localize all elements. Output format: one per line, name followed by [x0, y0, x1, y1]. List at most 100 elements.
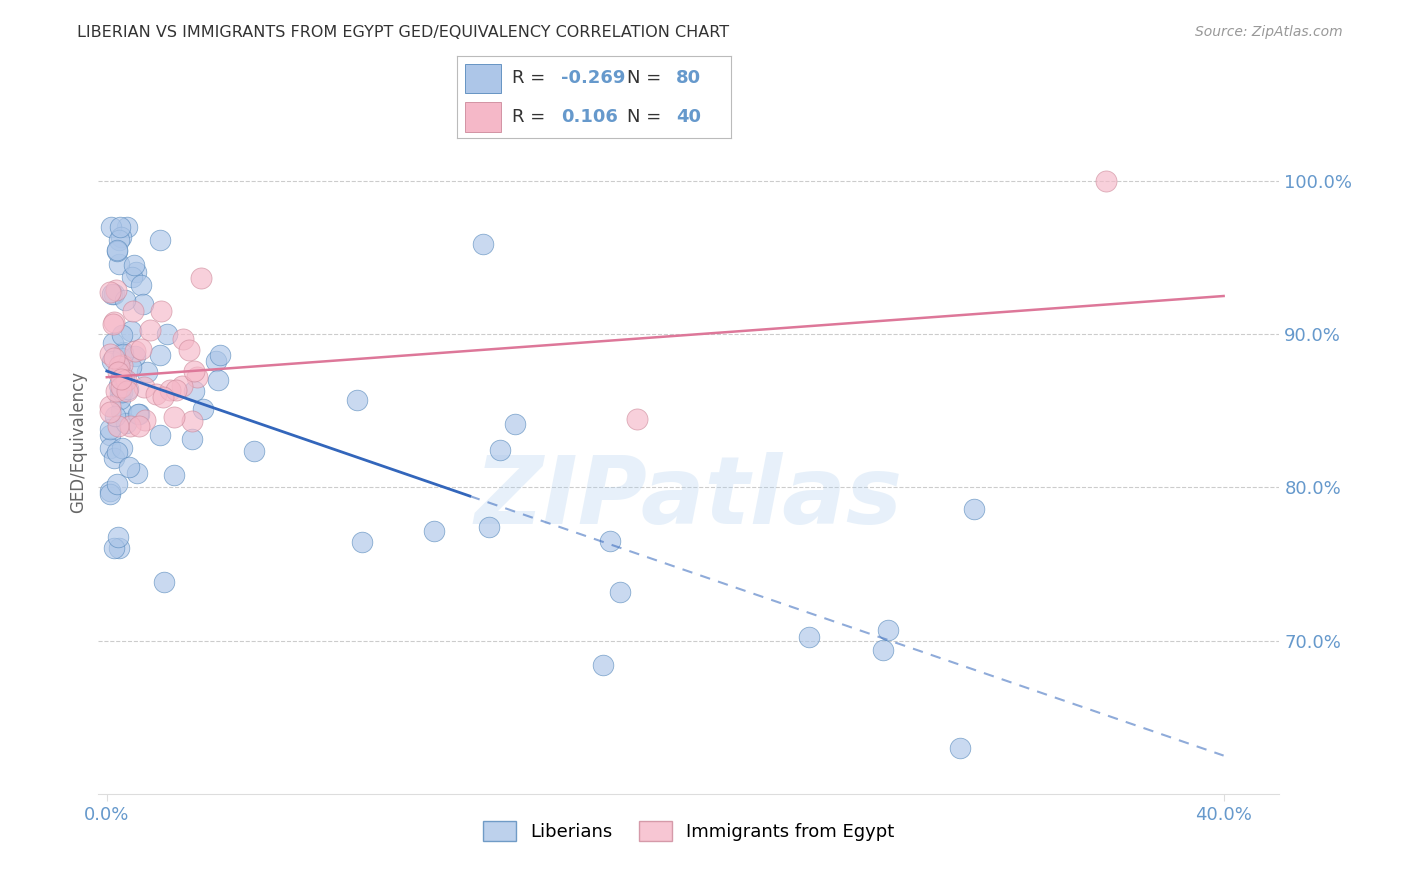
Point	[949, 740, 972, 755]
Point	[609, 585, 631, 599]
Point	[243, 443, 266, 458]
Point	[124, 349, 146, 363]
Point	[121, 359, 143, 374]
Point	[107, 234, 129, 248]
Point	[503, 417, 526, 432]
Point	[207, 373, 229, 387]
Point	[112, 371, 135, 385]
Point	[98, 441, 121, 455]
Point	[127, 407, 149, 421]
Text: ZIPatlas: ZIPatlas	[475, 452, 903, 544]
Point	[170, 379, 193, 393]
Point	[599, 533, 621, 548]
Point	[134, 380, 156, 394]
Point	[139, 323, 162, 337]
Point	[115, 384, 138, 398]
Point	[110, 372, 132, 386]
Point	[115, 372, 138, 386]
Point	[626, 411, 648, 425]
Point	[105, 243, 128, 257]
Point	[114, 417, 136, 431]
Point	[124, 344, 146, 359]
Point	[122, 258, 145, 272]
Point	[110, 366, 132, 380]
Point	[98, 428, 121, 442]
Point	[162, 410, 184, 425]
Text: N =: N =	[627, 108, 666, 126]
Point	[190, 270, 212, 285]
Point	[118, 459, 141, 474]
Point	[172, 332, 194, 346]
Point	[183, 384, 205, 399]
Point	[104, 283, 127, 297]
Point	[110, 380, 132, 394]
Point	[152, 391, 174, 405]
Point	[208, 348, 231, 362]
Point	[489, 442, 512, 457]
Point	[346, 392, 368, 407]
Point	[125, 467, 148, 481]
Point	[103, 351, 125, 366]
Point	[799, 630, 821, 644]
Point	[107, 365, 129, 379]
Point	[103, 451, 125, 466]
Text: R =: R =	[512, 108, 557, 126]
Point	[111, 328, 134, 343]
Point	[592, 658, 614, 673]
Point	[104, 409, 127, 423]
Text: R =: R =	[512, 70, 551, 87]
Point	[101, 354, 124, 368]
Point	[112, 344, 135, 359]
Point	[101, 318, 124, 332]
Point	[112, 347, 135, 361]
Point	[149, 233, 172, 247]
Point	[193, 401, 215, 416]
Point	[149, 427, 172, 442]
Point	[165, 383, 187, 397]
Point	[98, 347, 121, 361]
Point	[181, 432, 204, 446]
Point	[108, 392, 131, 406]
Point	[124, 265, 146, 279]
Point	[98, 399, 121, 413]
Point	[177, 343, 200, 358]
Point	[108, 378, 131, 392]
Point	[107, 530, 129, 544]
Point	[350, 535, 373, 549]
Point	[872, 643, 894, 657]
Point	[108, 541, 131, 555]
Point	[163, 468, 186, 483]
Point	[134, 412, 156, 426]
Point	[98, 483, 121, 498]
Point	[105, 445, 128, 459]
Point	[117, 382, 139, 396]
Point	[121, 304, 143, 318]
Point	[103, 287, 125, 301]
Point	[423, 524, 446, 538]
Point	[110, 404, 132, 418]
Point	[101, 286, 124, 301]
Point	[121, 270, 143, 285]
Point	[114, 293, 136, 307]
Point	[103, 541, 125, 555]
Point	[107, 359, 129, 374]
Point	[117, 220, 139, 235]
Point	[183, 364, 205, 378]
Point	[110, 230, 132, 244]
Point	[120, 324, 142, 338]
Point	[101, 335, 124, 350]
Text: N =: N =	[627, 70, 666, 87]
Point	[111, 385, 134, 400]
Point	[471, 237, 494, 252]
Point	[100, 220, 122, 235]
Point	[159, 383, 181, 397]
Text: Source: ZipAtlas.com: Source: ZipAtlas.com	[1195, 25, 1343, 39]
Bar	[465, 103, 501, 132]
Point	[136, 366, 159, 380]
Point	[186, 370, 208, 384]
Point	[877, 623, 900, 637]
Point	[110, 220, 132, 235]
Point	[149, 348, 172, 362]
Point	[107, 419, 129, 434]
Text: 80: 80	[676, 70, 702, 87]
